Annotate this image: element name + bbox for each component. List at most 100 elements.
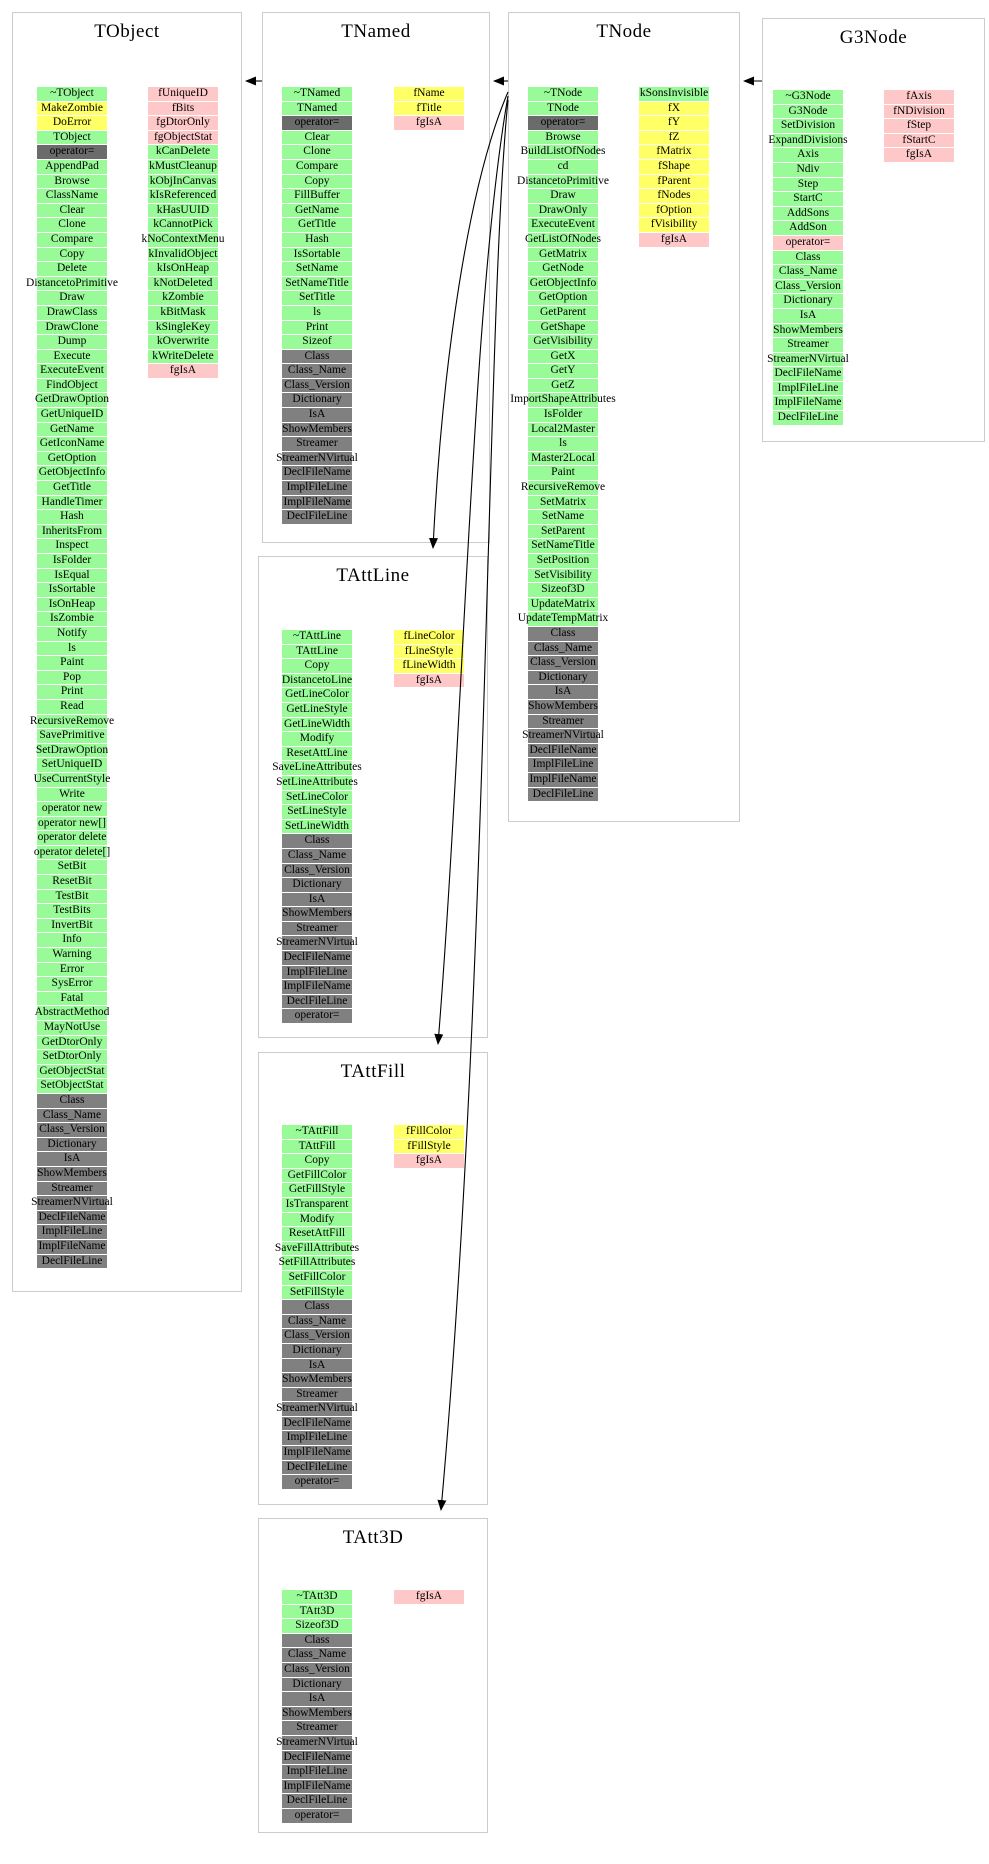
member-label: Class_Name <box>778 265 838 278</box>
member-cell: ImplFileLine <box>282 1765 352 1779</box>
member-cell: InvertBit <box>37 918 107 933</box>
member-cell: StreamerNVirtual <box>276 451 358 466</box>
member-cell: Class <box>528 626 598 641</box>
member-label: IsA <box>308 892 326 905</box>
member-column: ~TAttLine TAttLine Copy DistancetoLine GetLi… <box>272 630 362 1024</box>
member-label: Class <box>550 626 576 639</box>
member-cell: GetVisibility <box>528 335 598 349</box>
member-cell: IsTransparent <box>282 1197 352 1212</box>
member-label: Class_Version <box>39 1123 105 1136</box>
member-label: DeclFileName <box>774 367 842 380</box>
member-label: ExecuteEvent <box>531 218 595 231</box>
member-cell: GetUniqueID <box>37 408 107 422</box>
member-label: Delete <box>56 262 87 275</box>
member-cell: Hash <box>37 510 107 524</box>
member-cell: DeclFileName <box>528 743 598 758</box>
member-label: TObject <box>53 130 91 143</box>
member-cell: DeclFileName <box>282 951 352 965</box>
member-label: fOption <box>656 203 692 216</box>
member-label: ClassName <box>45 189 99 202</box>
class-title: TAttLine <box>336 565 410 586</box>
member-cell: IsSortable <box>37 583 107 597</box>
member-cell: GetIconName <box>37 437 107 451</box>
member-cell: GetShape <box>528 320 598 335</box>
member-cell: Browse <box>528 130 598 145</box>
member-label: Local2Master <box>531 422 595 435</box>
member-label: Dictionary <box>292 393 342 406</box>
member-cell: SetLineAttributes <box>276 775 358 790</box>
member-cell: ExecuteEvent <box>37 364 107 378</box>
member-cell: Compare <box>37 232 107 247</box>
member-label: fNDivision <box>893 104 945 117</box>
member-label: DeclFileLine <box>286 1460 348 1473</box>
member-label: kObjInCanvas <box>149 174 217 187</box>
member-cell: Streamer <box>282 1721 352 1735</box>
member-cell: ~TObject <box>37 87 107 101</box>
member-column: kSonsInvisible fX fY fZ fMatrix fShape fParent… <box>639 87 709 248</box>
member-label: GetUniqueID <box>40 408 104 421</box>
member-label: ResetAttLine <box>286 746 348 759</box>
member-cell: fLineStyle <box>394 644 464 659</box>
class-box-TAttLine: TAttLine ~TAttLine TAttLine Copy DistancetoL… <box>258 556 488 1038</box>
member-label: Class_Name <box>533 641 593 654</box>
member-label: fgIsA <box>169 364 197 377</box>
member-label: Class_Version <box>284 378 350 391</box>
member-label: kBitMask <box>160 305 206 318</box>
member-cell: Dictionary <box>528 670 598 685</box>
member-cell: ClassName <box>37 189 107 203</box>
member-label: ShowMembers <box>282 1373 352 1386</box>
member-cell: UpdateMatrix <box>528 597 598 612</box>
member-label: Streamer <box>542 714 584 727</box>
member-cell: Clear <box>37 203 107 218</box>
member-cell: IsA <box>282 408 352 422</box>
member-label: Class <box>304 1300 330 1313</box>
member-label: operator delete[] <box>33 845 111 858</box>
member-label: StreamerNVirtual <box>276 451 358 464</box>
member-label: kCannotPick <box>153 218 213 231</box>
member-label: operator new[] <box>37 816 106 829</box>
member-cell: ResetBit <box>37 875 107 889</box>
member-label: kNoContextMenu <box>141 232 225 245</box>
member-label: InheritsFrom <box>41 524 103 537</box>
member-cell: AppendPad <box>37 159 107 174</box>
member-label: ShowMembers <box>282 1706 352 1719</box>
member-label: GetNode <box>542 262 584 275</box>
member-cell: ~TAtt3D <box>282 1590 352 1604</box>
member-cell: Class_Version <box>37 1123 107 1137</box>
member-label: operator= <box>294 1808 340 1821</box>
member-label: IsFolder <box>52 554 92 566</box>
member-label: IsOnHeap <box>48 597 96 610</box>
member-cell: ImplFileName <box>528 772 598 787</box>
member-cell: DeclFileLine <box>282 1794 352 1808</box>
member-cell: TAtt3D <box>282 1604 352 1619</box>
member-cell: Class <box>37 1093 107 1108</box>
member-cell: fAxis <box>884 90 954 104</box>
member-label: GetX <box>550 349 576 362</box>
member-label: IsA <box>799 308 817 321</box>
member-column: ~TAtt3D TAtt3D Sizeof3D Class Class_Name Clas… <box>276 1590 358 1824</box>
member-cell: operator= <box>282 116 352 130</box>
member-cell: StreamerNVirtual <box>276 936 358 951</box>
member-cell: DeclFileName <box>282 1416 352 1431</box>
member-label: Copy <box>59 247 85 260</box>
member-cell: GetObjectInfo <box>37 466 107 481</box>
member-label: TAttLine <box>296 644 338 657</box>
member-cell: Compare <box>282 159 352 174</box>
member-label: ~TObject <box>50 87 94 99</box>
member-label: AddSon <box>789 221 827 234</box>
member-label: fAxis <box>906 90 932 102</box>
member-label: GetTitle <box>298 218 336 231</box>
member-cell: Class_Version <box>282 378 352 393</box>
member-label: ~TAtt3D <box>296 1590 338 1602</box>
member-label: Pop <box>63 670 81 683</box>
member-cell: Streamer <box>282 437 352 451</box>
member-cell: operator delete <box>37 831 107 845</box>
member-label: TNamed <box>296 101 338 114</box>
member-label: TestBit <box>55 889 89 902</box>
member-label: Browse <box>545 130 581 143</box>
member-label: Modify <box>299 1212 335 1225</box>
member-cell: ~TNode <box>528 87 598 101</box>
member-cell: StreamerNVirtual <box>276 1735 358 1750</box>
member-cell: kSonsInvisible <box>639 87 709 101</box>
member-cell: SetLineStyle <box>282 805 352 819</box>
